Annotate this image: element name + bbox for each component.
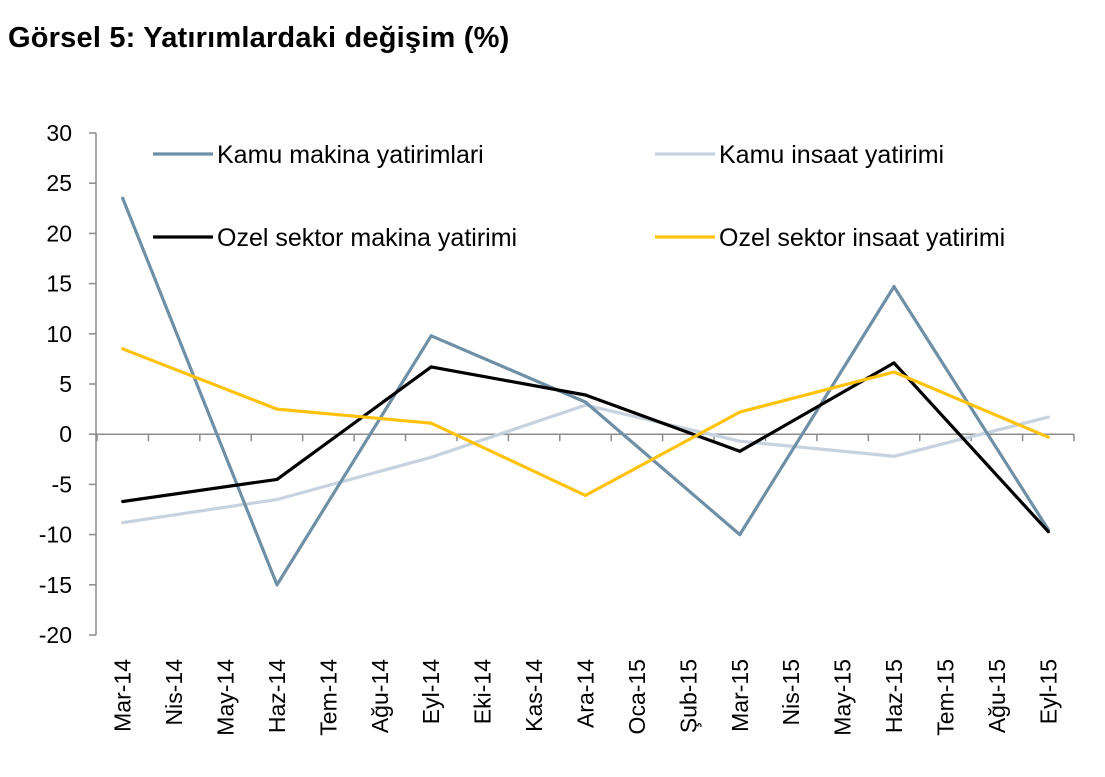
x-axis-ticks: Mar-14 Nis-14 May-14 Haz-14 Tem-14 Ağu-14 Eyl-… — [96, 434, 1075, 736]
series-lines — [121, 196, 1050, 587]
y-tick-label: 30 — [46, 120, 72, 146]
legend-label-2: Ozel sektor makina yatirimi — [217, 224, 517, 252]
series-line-2 — [122, 361, 1050, 533]
x-tick-label: Ağu-14 — [367, 659, 393, 733]
chart-axes — [95, 133, 1074, 635]
y-tick-label: -10 — [39, 522, 72, 548]
series-3-point — [1046, 435, 1050, 439]
y-tick-label: 20 — [46, 220, 72, 246]
series-0-point — [583, 400, 588, 404]
x-tick-label: Kas-14 — [521, 659, 547, 732]
series-line-3 — [122, 347, 1049, 497]
y-tick-label: 5 — [59, 371, 72, 397]
series-3-point — [121, 347, 125, 351]
series-0-point — [121, 196, 125, 200]
series-line-0 — [121, 197, 1050, 587]
x-tick-label: Nis-15 — [778, 659, 804, 725]
series-0-point — [275, 583, 279, 587]
y-tick-label: -15 — [39, 572, 72, 598]
x-tick-label: Mar-14 — [110, 659, 136, 732]
x-tick-label: May-15 — [830, 659, 856, 736]
y-tick-label: 0 — [59, 421, 72, 447]
x-tick-label: Eki-14 — [470, 659, 496, 724]
y-tick-label: 10 — [46, 321, 72, 347]
series-1-point — [275, 497, 279, 502]
series-3-point — [275, 407, 279, 411]
legend-label-1: Kamu insaat yatirimi — [719, 141, 944, 169]
x-tick-label: May-14 — [213, 659, 239, 736]
x-tick-label: Ağu-15 — [984, 659, 1010, 733]
series-0-point — [429, 334, 433, 338]
y-tick-label: 15 — [46, 271, 72, 297]
series-2-point — [738, 449, 742, 453]
figure-title: Görsel 5: Yatırımlardaki değişim (%) — [8, 22, 510, 54]
chart-legend: Kamu makina yatirimlari Kamu insaat yatir… — [153, 141, 1005, 252]
series-3-point — [738, 410, 742, 414]
y-tick-label: 25 — [46, 170, 72, 196]
series-1-point — [1046, 415, 1050, 419]
series-1-point — [429, 455, 433, 459]
x-tick-label: Nis-14 — [161, 659, 187, 726]
x-tick-label: Tem-15 — [932, 659, 958, 736]
x-tick-label: Eyl-15 — [1035, 659, 1061, 724]
x-tick-label: Tem-14 — [315, 659, 341, 736]
y-axis-ticks: 30 25 20 15 10 5 0 -5 -10 -15 -20 — [39, 120, 96, 648]
series-3-point — [583, 493, 588, 498]
x-tick-label: Haz-14 — [264, 659, 290, 733]
series-0-point — [738, 533, 742, 537]
x-tick-label: Oca-15 — [624, 659, 650, 734]
x-tick-label: Mar-15 — [727, 659, 753, 732]
y-tick-label: -5 — [52, 471, 72, 497]
series-2-point — [275, 477, 279, 481]
legend-label-3: Ozel sektor insaat yatirimi — [719, 224, 1005, 252]
x-tick-label: Ara-14 — [573, 659, 599, 728]
series-0-point — [892, 285, 896, 289]
x-tick-label: Eyl-14 — [418, 659, 444, 724]
legend-label-0: Kamu makina yatirimlari — [217, 141, 484, 169]
series-1-point — [738, 439, 742, 443]
x-tick-label: Haz-15 — [881, 659, 907, 733]
series-3-point — [429, 421, 433, 425]
series-3-point — [892, 370, 896, 374]
series-1-point — [121, 520, 125, 525]
series-1-point — [892, 454, 896, 458]
series-2-point — [1046, 529, 1050, 534]
x-tick-label: Şub-15 — [675, 659, 701, 733]
series-2-point — [583, 393, 588, 397]
series-2-point — [429, 365, 433, 369]
series-2-point — [121, 499, 125, 504]
series-2-point — [892, 361, 896, 365]
series-line-1 — [122, 403, 1049, 525]
y-tick-label: -20 — [39, 622, 72, 648]
